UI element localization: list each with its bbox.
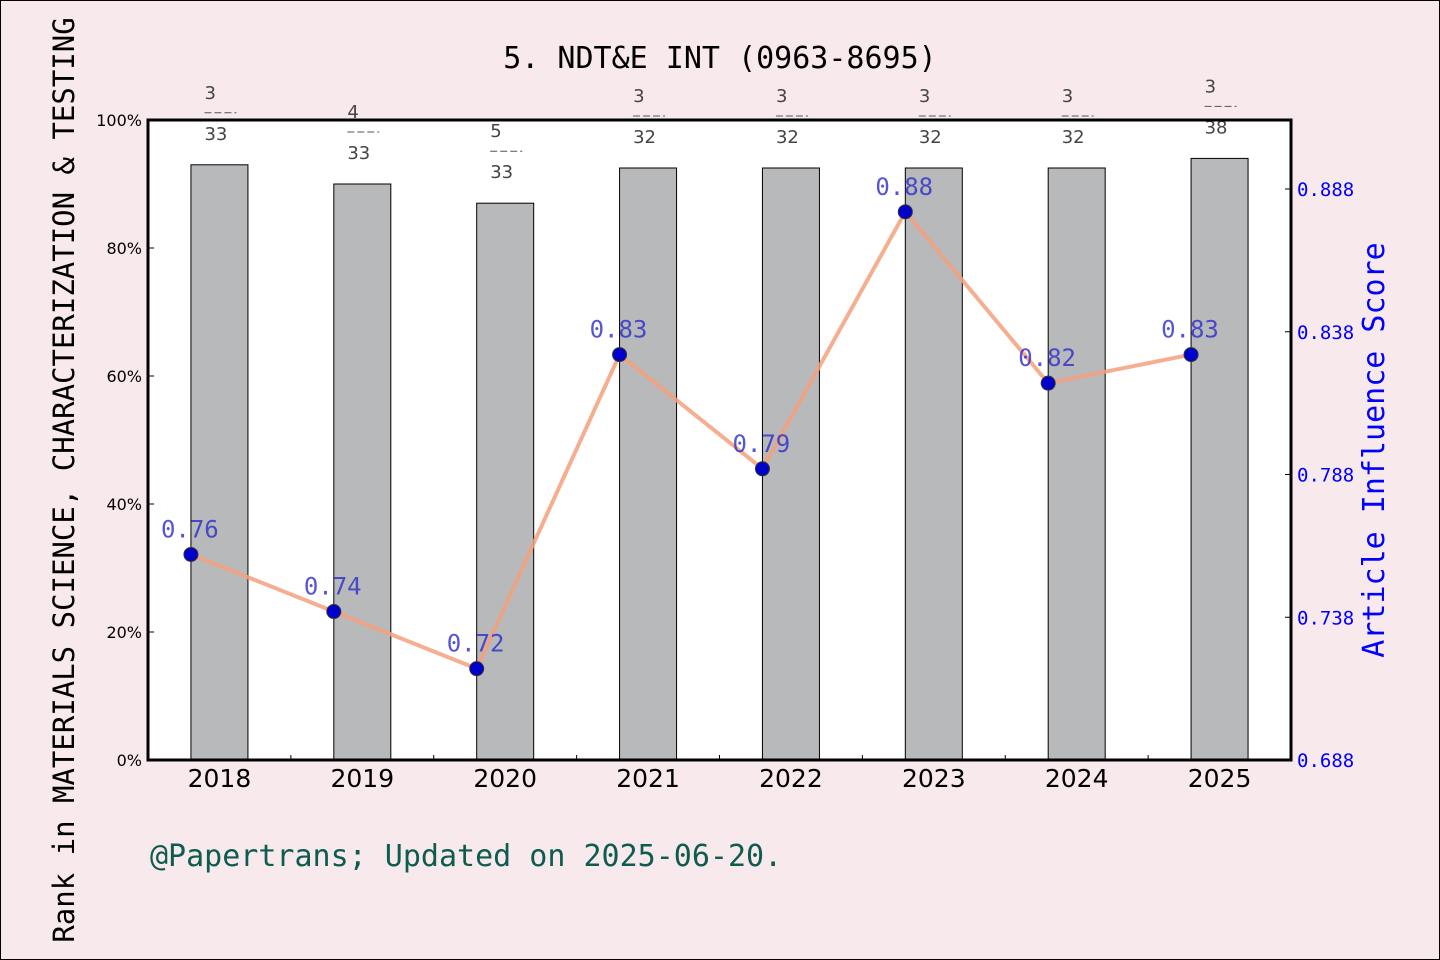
chart-title: 5. NDT&E INT (0963-8695) (503, 41, 936, 76)
rank-total-2021: 32 (633, 127, 656, 148)
influence-label-2018: 0.76 (161, 515, 219, 543)
influence-point-2018 (183, 546, 199, 562)
x-tick-label-2025: 2025 (1188, 764, 1252, 793)
left-tick-label: 40% (106, 495, 142, 514)
influence-point-2020 (469, 661, 485, 677)
footer-credit: @Papertrans; Updated on 2025-06-20. (150, 839, 782, 874)
influence-label-2025: 0.83 (1161, 316, 1219, 344)
rank-total-2025: 38 (1205, 117, 1228, 138)
left-tick-label: 0% (117, 751, 142, 770)
bar-2025 (1190, 157, 1249, 761)
influence-label-2024: 0.82 (1018, 344, 1076, 372)
bar-2024 (1047, 167, 1106, 761)
x-tick-label-2021: 2021 (616, 764, 680, 793)
influence-label-2019: 0.74 (304, 573, 362, 601)
rank-label-2018: 3 (204, 83, 215, 104)
rank-label-2021: 3 (633, 86, 644, 107)
right-axis-label: Article Influence Score (1357, 242, 1392, 657)
rank-total-2022: 32 (776, 127, 799, 148)
left-axis-label: Rank in MATERIALS SCIENCE, CHARACTERIZAT… (47, 17, 81, 942)
x-tick-label-2022: 2022 (759, 764, 823, 793)
left-tick-label: 60% (106, 367, 142, 386)
influence-label-2022: 0.79 (732, 430, 790, 458)
bar-2021 (619, 167, 678, 761)
x-tick-label-2024: 2024 (1045, 764, 1109, 793)
x-tick-label-2019: 2019 (331, 764, 395, 793)
x-tick-label-2018: 2018 (188, 764, 252, 793)
x-tick-label-2023: 2023 (902, 764, 966, 793)
x-tick-label-2020: 2020 (473, 764, 537, 793)
bar-2022 (761, 167, 820, 761)
bar-2023 (904, 167, 963, 761)
rank-label-2020: 5 (490, 121, 501, 142)
bar-2019 (333, 183, 392, 761)
influence-point-2021 (612, 347, 628, 363)
rank-total-2023: 32 (919, 127, 942, 148)
right-tick-label: 0.788 (1297, 465, 1354, 487)
left-tick-label: 100% (96, 111, 142, 130)
right-tick-label: 0.838 (1297, 322, 1354, 344)
left-tick-label: 20% (106, 623, 142, 642)
influence-point-2022 (754, 461, 770, 477)
right-tick-label: 0.888 (1297, 179, 1354, 201)
influence-label-2021: 0.83 (590, 316, 648, 344)
rank-label-2019: 4 (347, 102, 358, 123)
plot-area (148, 120, 1291, 760)
bar-2018 (190, 164, 249, 761)
influence-label-2023: 0.88 (875, 173, 933, 201)
rank-total-2024: 32 (1062, 127, 1085, 148)
influence-point-2023 (897, 204, 913, 220)
left-tick-label: 80% (106, 239, 142, 258)
influence-line (190, 208, 1192, 672)
rank-total-2018: 33 (204, 124, 227, 145)
rank-label-2025: 3 (1205, 76, 1216, 97)
influence-point-2025 (1183, 347, 1199, 363)
influence-label-2020: 0.72 (447, 630, 505, 658)
influence-point-2019 (326, 604, 342, 620)
bar-2020 (476, 202, 535, 761)
right-tick-label: 0.738 (1297, 607, 1354, 629)
influence-point-2024 (1040, 375, 1056, 391)
rank-label-2023: 3 (919, 86, 930, 107)
right-tick-label: 0.688 (1297, 750, 1354, 772)
rank-label-2024: 3 (1062, 86, 1073, 107)
rank-total-2020: 33 (490, 162, 513, 183)
rank-total-2019: 33 (347, 143, 370, 164)
rank-label-2022: 3 (776, 86, 787, 107)
